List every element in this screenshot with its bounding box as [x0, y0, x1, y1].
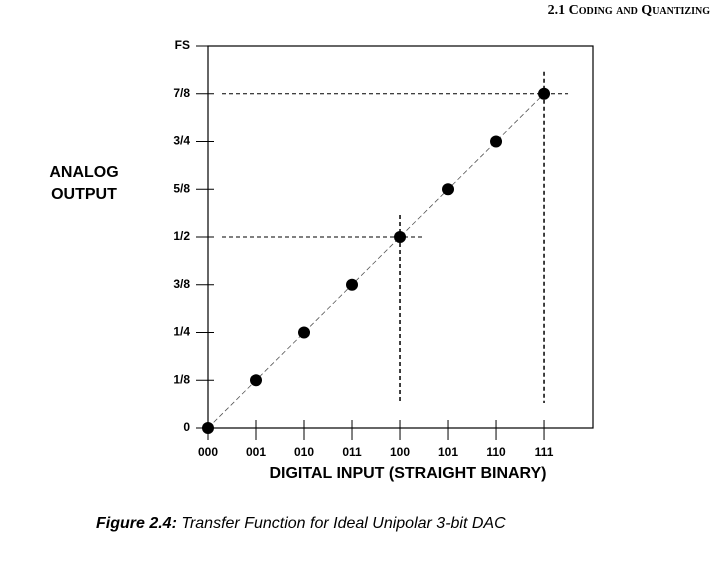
data-point	[442, 183, 455, 196]
x-axis-label: DIGITAL INPUT (STRAIGHT BINARY)	[269, 465, 546, 482]
data-point	[346, 278, 359, 291]
page-header: 2.1 Coding and Quantizing	[548, 3, 711, 18]
caption: Figure 2.4: Transfer Function for Ideal …	[96, 515, 506, 532]
data-point	[250, 374, 263, 387]
y-tick-label: 3/4	[173, 134, 190, 148]
y-axis-label: OUTPUT	[51, 186, 117, 203]
x-tick-label: 111	[535, 445, 554, 459]
data-point	[538, 87, 551, 100]
x-tick-label: 100	[390, 445, 410, 459]
y-tick-label: FS	[175, 38, 190, 52]
y-tick-label: 1/2	[173, 229, 190, 243]
data-point	[202, 422, 214, 434]
x-tick-label: 110	[486, 445, 506, 459]
y-tick-label: 0	[183, 420, 190, 434]
data-point	[394, 231, 407, 243]
x-tick-label: 000	[198, 445, 218, 459]
x-tick-label: 011	[342, 445, 362, 459]
caption-text: Transfer Function for Ideal Unipolar 3-b…	[181, 515, 506, 532]
y-tick-label: 3/8	[173, 277, 190, 291]
transfer-line	[207, 93, 545, 429]
data-point	[298, 326, 311, 339]
y-tick-label: 7/8	[173, 86, 190, 100]
caption-label: Figure 2.4:	[96, 515, 177, 532]
y-tick-label: 1/4	[173, 325, 190, 339]
data-point	[490, 135, 503, 148]
x-tick-label: 010	[294, 445, 314, 459]
y-tick-label: 5/8	[173, 181, 190, 195]
x-tick-label: 101	[438, 445, 458, 459]
y-axis-label: ANALOG	[49, 164, 118, 181]
y-tick-label: 1/8	[173, 372, 190, 386]
x-tick-label: 001	[246, 445, 266, 459]
